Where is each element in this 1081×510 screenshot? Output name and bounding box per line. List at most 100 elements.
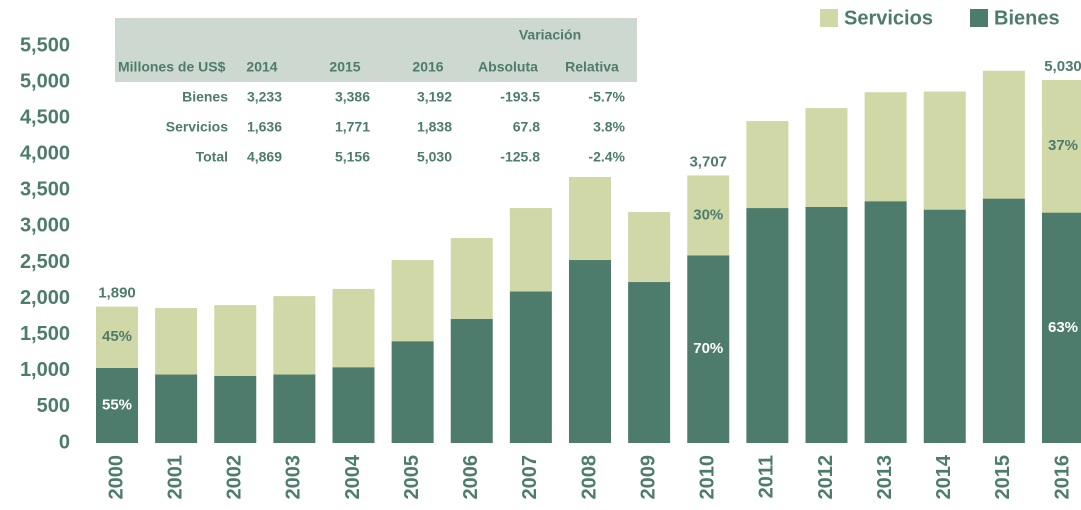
bar-segment	[332, 367, 375, 443]
x-tick-label: 2008	[578, 455, 600, 500]
table-cell: 3,233	[247, 89, 282, 105]
share-label: 70%	[693, 340, 723, 357]
table-cell: -193.5	[500, 89, 540, 105]
bar-segment	[96, 306, 138, 368]
table-cell: 67.8	[513, 119, 540, 135]
y-tick-label: 1,500	[20, 323, 70, 345]
table-cell: 3.8%	[593, 119, 625, 135]
bar-segment	[509, 291, 552, 443]
bar-segment	[391, 260, 434, 342]
table-cell: 1,838	[417, 119, 452, 135]
table-column-header: Millones de US$	[118, 59, 226, 75]
bar-segment	[569, 260, 611, 443]
x-tick-label: 2004	[342, 454, 364, 499]
y-tick-label: 500	[37, 395, 70, 417]
bar-segment	[746, 121, 789, 209]
bar-segment	[273, 296, 316, 375]
y-tick-label: 4,000	[20, 143, 70, 165]
share-label: 45%	[102, 328, 132, 345]
bar-segment	[982, 70, 1025, 199]
legend-label: Bienes	[994, 7, 1060, 29]
y-tick-label: 3,500	[20, 179, 70, 201]
share-label: 63%	[1048, 319, 1078, 336]
table-group-header: Variación	[519, 27, 581, 43]
x-tick-label: 2000	[105, 455, 127, 500]
x-tick-label: 2013	[874, 455, 896, 500]
bar-segment	[805, 206, 848, 443]
y-tick-label: 2,000	[20, 287, 70, 309]
table-cell: Bienes	[182, 89, 228, 105]
bar-segment	[687, 255, 730, 443]
share-label: 37%	[1048, 137, 1078, 154]
table-column-header: 2016	[412, 59, 443, 75]
y-tick-label: 1,000	[20, 359, 70, 381]
table-cell: -2.4%	[588, 149, 625, 165]
table-column-header: 2015	[329, 59, 360, 75]
y-tick-label: 3,000	[20, 215, 70, 237]
y-tick-label: 5,000	[20, 70, 70, 92]
table-body-bg	[115, 82, 637, 174]
bar-segment	[450, 238, 493, 319]
table-cell: Total	[196, 149, 228, 165]
bar-segment	[687, 175, 730, 256]
x-tick-label: 2011	[756, 455, 778, 498]
table-cell: 3,192	[417, 89, 452, 105]
bar-segment	[273, 374, 316, 443]
x-tick-label: 2012	[815, 455, 837, 500]
table-cell: 1,771	[335, 119, 370, 135]
bar-segment	[214, 305, 257, 376]
bar-segment	[450, 318, 493, 443]
x-tick-label: 2001	[164, 455, 186, 500]
y-tick-label: 5,500	[20, 34, 70, 56]
y-tick-label: 2,500	[20, 251, 70, 273]
total-label: 5,030	[1044, 58, 1081, 75]
bar-segment	[155, 308, 198, 375]
x-tick-label: 2016	[1051, 455, 1073, 500]
total-label: 1,890	[98, 285, 136, 302]
share-label: 30%	[693, 206, 723, 223]
x-tick-label: 2002	[224, 455, 246, 500]
bar-segment	[982, 198, 1025, 443]
table-cell: 3,386	[335, 89, 370, 105]
bar-segment	[923, 91, 966, 210]
table-column-header: Relativa	[565, 59, 619, 75]
legend-swatch	[820, 9, 838, 27]
legend-swatch	[970, 9, 988, 27]
x-tick-label: 2009	[637, 455, 659, 500]
x-tick-label: 2003	[283, 455, 305, 500]
bar-segment	[391, 341, 434, 443]
bar-segment	[923, 209, 966, 443]
table-column-header: Absoluta	[478, 59, 538, 75]
table-header-bg	[115, 18, 637, 82]
bar-segment	[1042, 79, 1081, 213]
bar-segment	[332, 288, 375, 368]
table-cell: -125.8	[500, 149, 540, 165]
table-cell: -5.7%	[588, 89, 625, 105]
table-cell: 5,030	[417, 149, 452, 165]
bar-segment	[628, 282, 671, 443]
bar-segment	[746, 208, 789, 443]
x-tick-label: 2015	[992, 455, 1014, 500]
bar-segment	[509, 208, 552, 292]
legend-label: Servicios	[844, 7, 933, 29]
share-label: 55%	[102, 396, 132, 413]
table-cell: 5,156	[335, 149, 370, 165]
bar-segment	[569, 177, 611, 261]
y-tick-label: 0	[59, 431, 70, 453]
total-label: 3,707	[689, 153, 727, 170]
y-tick-label: 4,500	[20, 106, 70, 128]
bar-segment	[214, 375, 257, 443]
bar-segment	[805, 108, 848, 207]
bar-segment	[864, 201, 907, 443]
bar-segment	[155, 374, 198, 443]
bar-segment	[628, 212, 671, 283]
table-cell: 1,636	[247, 119, 282, 135]
x-tick-label: 2006	[460, 455, 482, 500]
table-cell: Servicios	[166, 119, 228, 135]
x-tick-label: 2010	[697, 455, 719, 500]
table-column-header: 2014	[246, 59, 277, 75]
table-cell: 4,869	[247, 149, 282, 165]
x-tick-label: 2005	[401, 455, 423, 500]
bar-segment	[864, 92, 907, 202]
